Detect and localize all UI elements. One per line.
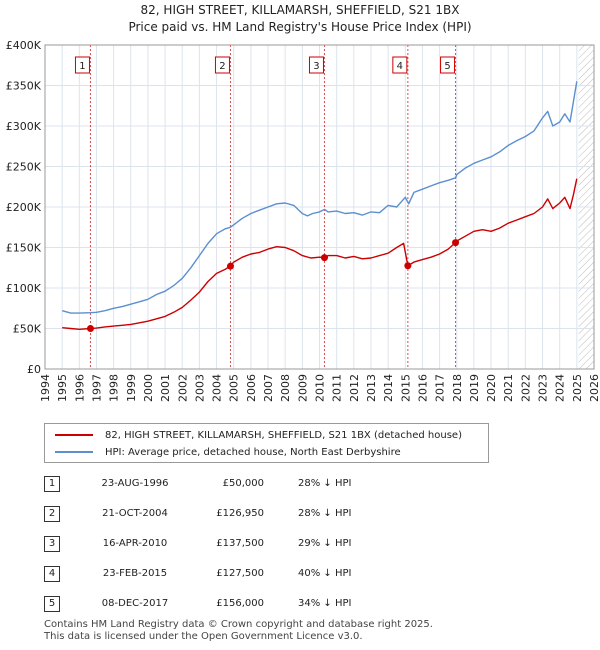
- x-tick-label: 2011: [331, 374, 344, 402]
- sale-price: £127,500: [216, 568, 264, 579]
- sale-hpi-diff: 28% ↓ HPI: [298, 478, 352, 489]
- x-tick-label: 2004: [211, 374, 224, 402]
- x-tick-label: 1995: [56, 374, 69, 402]
- sale-point: [226, 262, 234, 270]
- sale-hpi-diff: 28% ↓ HPI: [298, 508, 352, 519]
- x-tick-label: 2010: [314, 374, 327, 402]
- legend-label-property: 82, HIGH STREET, KILLAMARSH, SHEFFIELD, …: [105, 429, 462, 441]
- sale-row: 1 23-AUG-1996 £50,000 28% ↓ HPI: [44, 470, 464, 500]
- legend-label-hpi: HPI: Average price, detached house, Nort…: [105, 446, 401, 458]
- footer-line-licence: This data is licensed under the Open Gov…: [44, 631, 363, 642]
- sale-number: 3: [44, 536, 60, 552]
- sale-number: 4: [44, 566, 60, 582]
- x-tick-label: 2018: [451, 374, 464, 402]
- legend-swatch-property: [55, 434, 93, 436]
- chart-subtitle: Price paid vs. HM Land Registry's House …: [128, 20, 472, 34]
- x-tick-label: 2005: [228, 374, 241, 402]
- legend-swatch-hpi: [55, 451, 93, 453]
- x-tick-label: 2026: [588, 374, 600, 402]
- sale-date: 23-AUG-1996: [101, 478, 169, 489]
- footer-attribution: Contains HM Land Registry data © Crown c…: [44, 619, 433, 643]
- sale-marker-label-box: [214, 56, 230, 74]
- y-tick-label: £350K: [6, 80, 42, 93]
- x-tick-label: 2020: [485, 374, 498, 402]
- legend-item-hpi: HPI: Average price, detached house, Nort…: [55, 444, 401, 460]
- sale-number: 2: [44, 506, 60, 522]
- x-tick-label: 1994: [39, 374, 52, 402]
- hpi-line: [62, 81, 578, 314]
- x-tick-label: 2006: [245, 374, 258, 402]
- x-tick-label: 2021: [502, 374, 515, 402]
- y-tick-label: £100K: [6, 282, 42, 295]
- sale-price: £137,500: [216, 538, 264, 549]
- y-tick-label: £200K: [6, 201, 42, 214]
- sale-hpi-diff: 40% ↓ HPI: [298, 568, 352, 579]
- price-chart: 1 2 3 4 5 £0 £50K £100K £150K £200K £250K £300K £350…: [6, 39, 600, 402]
- y-tick-label: £50K: [13, 323, 42, 336]
- x-tick-label: 2019: [468, 374, 481, 402]
- sale-marker-label: 2: [219, 61, 225, 72]
- x-tick-label: 2000: [142, 374, 155, 402]
- sale-number: 5: [44, 596, 60, 612]
- y-tick-label: £400K: [6, 39, 42, 52]
- x-tick-label: 2023: [537, 374, 550, 402]
- footer-line-copyright: Contains HM Land Registry data © Crown c…: [44, 619, 433, 630]
- x-tick-label: 2017: [434, 374, 447, 402]
- x-tick-label: 1998: [108, 374, 121, 402]
- x-tick-label: 1997: [90, 374, 103, 402]
- x-tick-label: 2007: [262, 374, 275, 402]
- sale-number: 1: [44, 476, 60, 492]
- sale-marker-label: 3: [313, 61, 319, 72]
- x-tick-label: 2012: [348, 374, 361, 402]
- sale-date: 23-FEB-2015: [102, 568, 168, 579]
- x-tick-label: 1996: [73, 374, 86, 402]
- sale-date: 08-DEC-2017: [101, 598, 169, 609]
- y-tick-label: £150K: [6, 242, 42, 255]
- chart-title: 82, HIGH STREET, KILLAMARSH, SHEFFIELD, …: [140, 3, 460, 17]
- sale-price: £126,950: [216, 508, 264, 519]
- sale-row: 4 23-FEB-2015 £127,500 40% ↓ HPI: [44, 560, 464, 590]
- x-tick-label: 2002: [176, 374, 189, 402]
- sale-date: 21-OCT-2004: [102, 508, 168, 519]
- sale-row: 3 16-APR-2010 £137,500 29% ↓ HPI: [44, 530, 464, 560]
- sale-marker-label: 1: [79, 61, 85, 72]
- sale-marker-label: 4: [397, 61, 403, 72]
- sale-marker-label: 5: [444, 61, 450, 72]
- sale-point: [404, 262, 412, 270]
- legend-item-property: 82, HIGH STREET, KILLAMARSH, SHEFFIELD, …: [55, 427, 462, 443]
- sale-marker-label-box: [392, 56, 408, 74]
- x-tick-label: 2003: [193, 374, 206, 402]
- property-price-line: [62, 178, 578, 330]
- sale-marker-label-box: [74, 56, 90, 74]
- x-tick-label: 2015: [399, 374, 412, 402]
- x-tick-label: 2001: [159, 374, 172, 402]
- y-tick-label: £250K: [6, 161, 42, 174]
- sale-point: [452, 239, 460, 247]
- x-tick-label: 2014: [382, 374, 395, 402]
- sale-price: £156,000: [216, 598, 264, 609]
- x-tick-label: 2025: [571, 374, 584, 402]
- sale-point: [320, 254, 328, 262]
- x-tick-label: 2022: [519, 374, 532, 402]
- x-tick-label: 2024: [554, 374, 567, 402]
- sale-marker-label-box: [440, 56, 456, 74]
- sale-marker-label-box: [308, 56, 324, 74]
- y-tick-label: £300K: [6, 120, 42, 133]
- x-tick-label: 2008: [279, 374, 292, 402]
- chart-legend: 82, HIGH STREET, KILLAMARSH, SHEFFIELD, …: [44, 423, 489, 463]
- plot-border: [44, 44, 595, 370]
- y-tick-label: £0: [27, 363, 41, 376]
- x-tick-label: 2009: [296, 374, 309, 402]
- sale-hpi-diff: 34% ↓ HPI: [298, 598, 352, 609]
- sale-hpi-diff: 29% ↓ HPI: [298, 538, 352, 549]
- sale-price: £50,000: [222, 478, 264, 489]
- x-tick-label: 1999: [125, 374, 138, 402]
- sale-date: 16-APR-2010: [102, 538, 168, 549]
- x-tick-label: 2013: [365, 374, 378, 402]
- sale-row: 5 08-DEC-2017 £156,000 34% ↓ HPI: [44, 590, 464, 620]
- sales-table: 1 23-AUG-1996 £50,000 28% ↓ HPI 2 21-OCT…: [44, 470, 464, 620]
- x-tick-label: 2016: [416, 374, 429, 402]
- sale-point: [86, 325, 94, 332]
- sale-row: 2 21-OCT-2004 £126,950 28% ↓ HPI: [44, 500, 464, 530]
